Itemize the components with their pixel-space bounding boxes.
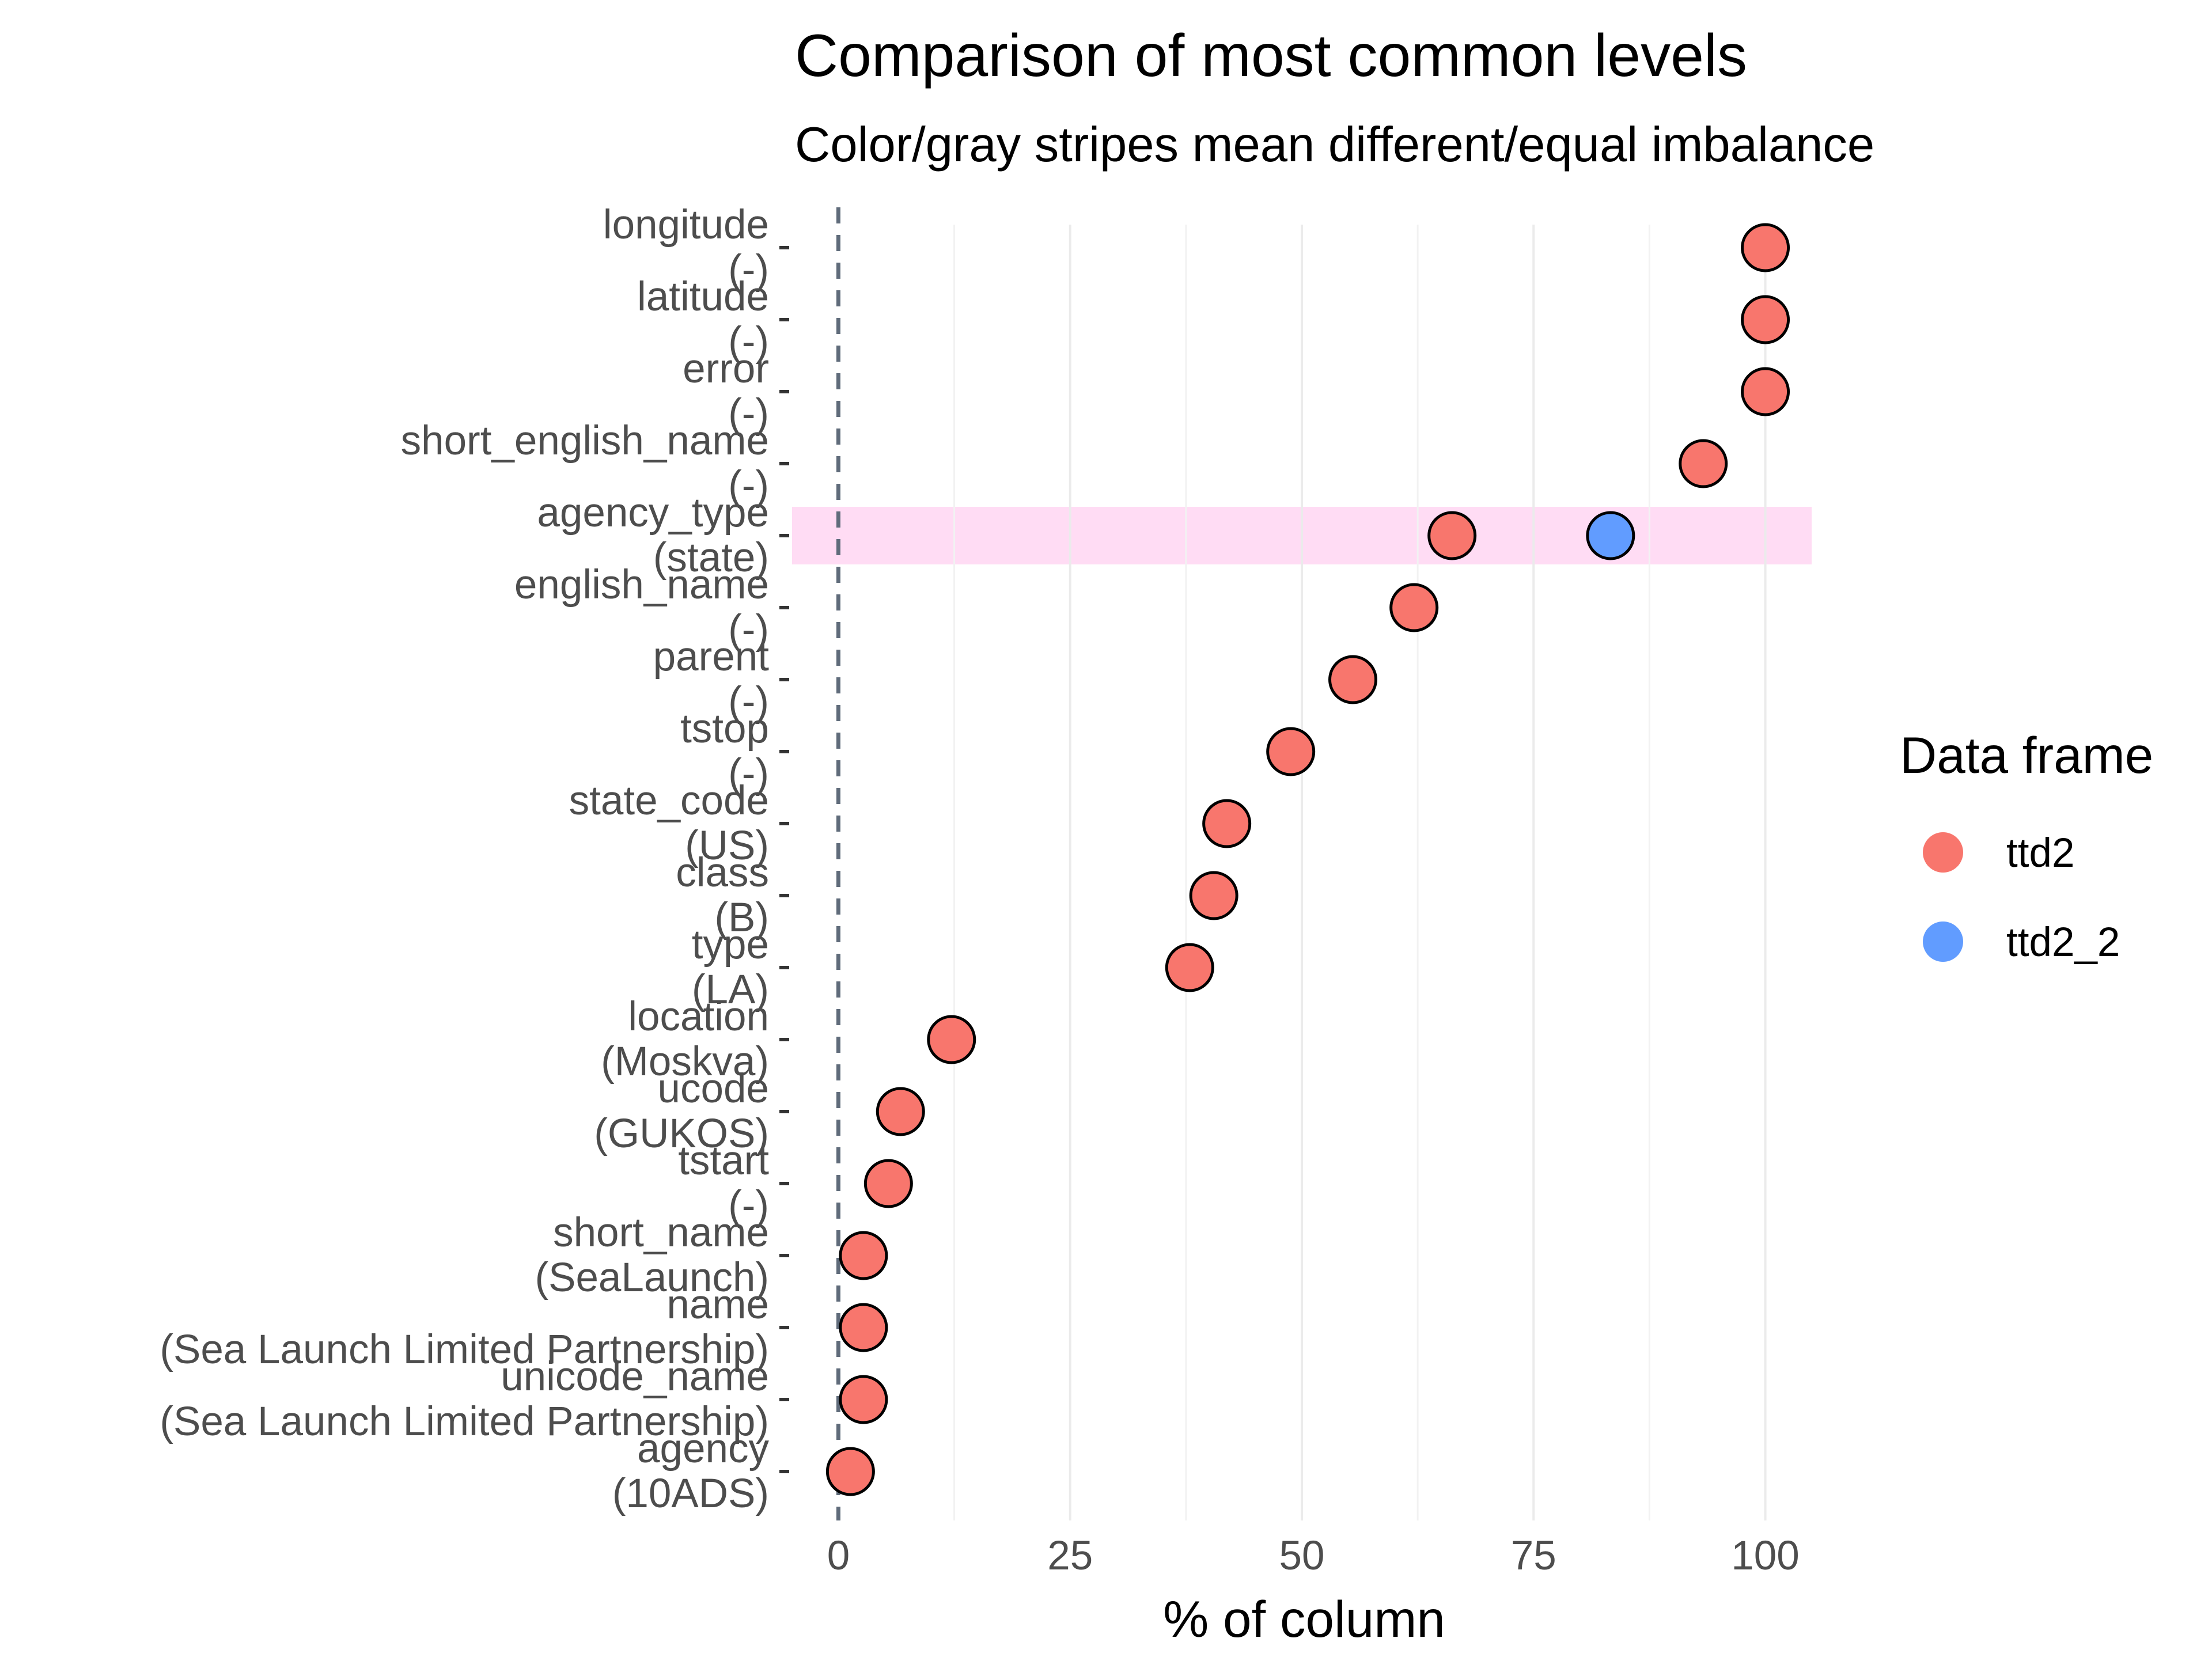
x-tick-label: 100 (1731, 1533, 1799, 1579)
x-tick-label: 75 (1511, 1533, 1556, 1579)
y-label-level: (-) (728, 607, 769, 653)
y-label-variable: english_name (514, 562, 769, 608)
point-state_code-ttd2 (1202, 799, 1252, 848)
x-axis: 0 25 50 75 100 (827, 1533, 1800, 1579)
y-label-variable: unicode_name (501, 1354, 769, 1400)
legend: Data frame ttd2 ttd2_2 (1900, 726, 2153, 965)
chart-subtitle: Color/gray stripes mean different/equal … (795, 117, 1874, 172)
y-label-variable: agency_type (537, 490, 769, 536)
y-label-variable: latitude (637, 274, 769, 320)
y-label-level: (state) (653, 535, 769, 581)
point-type-ttd2 (1165, 943, 1214, 992)
y-axis: longitude(-)latitude(-)error(-)short_eng… (160, 202, 789, 1516)
y-label-level: (-) (728, 247, 769, 293)
y-label-variable: tstop (680, 706, 769, 752)
y-label-level: (Moskva) (601, 1039, 769, 1084)
y-label-variable: tstart (678, 1138, 769, 1184)
point-agency_type-ttd2_2 (1586, 511, 1635, 560)
point-unicode_name-ttd2 (839, 1375, 888, 1424)
point-agency_type-ttd2 (1427, 511, 1477, 560)
point-ucode-ttd2 (876, 1087, 925, 1136)
y-label-variable: type (692, 922, 769, 968)
y-label-level: (-) (728, 391, 769, 437)
point-longitude-ttd2 (1741, 223, 1790, 272)
y-label-level: (SeaLaunch) (535, 1255, 769, 1300)
y-label-variable: location (628, 994, 769, 1040)
legend-key-ttd2_2 (1923, 921, 1963, 962)
y-label-variable: error (683, 346, 769, 392)
legend-key-ttd2 (1923, 832, 1963, 873)
legend-title: Data frame (1900, 726, 2153, 784)
y-label-level: (B) (714, 895, 769, 941)
y-label-variable: short_english_name (401, 418, 769, 464)
point-english_name-ttd2 (1389, 583, 1439, 632)
x-axis-label: % of column (1163, 1590, 1445, 1648)
y-label-level: (Sea Launch Limited Partnership) (160, 1399, 769, 1444)
legend-label-ttd2_2: ttd2_2 (2006, 920, 2120, 965)
y-label-level: (US) (685, 823, 769, 869)
y-label-variable: class (676, 850, 769, 896)
point-error-ttd2 (1741, 367, 1790, 416)
y-label-level: (-) (728, 679, 769, 725)
y-label-variable: longitude (603, 202, 769, 248)
point-agency-ttd2 (825, 1447, 875, 1496)
point-parent-ttd2 (1328, 655, 1377, 704)
y-label-variable: short_name (553, 1210, 769, 1256)
x-tick-label: 0 (827, 1533, 850, 1579)
point-location-ttd2 (927, 1015, 976, 1064)
y-label-variable: parent (653, 634, 770, 680)
point-short_english_name-ttd2 (1679, 439, 1728, 488)
y-label-level: (-) (728, 319, 769, 365)
y-label-level: (GUKOS) (594, 1111, 769, 1156)
y-label-variable: ucode (658, 1066, 769, 1112)
x-tick-label: 25 (1047, 1533, 1093, 1579)
y-label-variable: state_code (569, 778, 769, 824)
x-tick-label: 50 (1279, 1533, 1325, 1579)
point-tstop-ttd2 (1266, 727, 1316, 776)
y-label-variable: name (666, 1282, 769, 1328)
point-short_name-ttd2 (839, 1231, 888, 1280)
y-label-level: (-) (728, 1183, 769, 1228)
y-label-variable: agency (637, 1426, 769, 1472)
point-latitude-ttd2 (1741, 295, 1790, 344)
point-tstart-ttd2 (863, 1159, 913, 1208)
gridlines-layer (953, 225, 1767, 1520)
y-label-level: (-) (728, 751, 769, 797)
y-label-level: (Sea Launch Limited Partnership) (160, 1327, 769, 1372)
point-name-ttd2 (839, 1303, 888, 1352)
points-layer (825, 223, 1790, 1496)
y-label-level: (-) (728, 463, 769, 509)
chart-title: Comparison of most common levels (795, 22, 1747, 89)
y-label-level: (LA) (692, 967, 769, 1012)
y-label-level: (10ADS) (612, 1471, 769, 1516)
legend-label-ttd2: ttd2 (2006, 830, 2074, 876)
point-class-ttd2 (1189, 871, 1238, 920)
